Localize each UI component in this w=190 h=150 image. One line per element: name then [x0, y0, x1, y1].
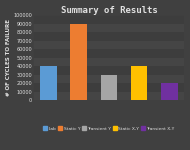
Title: Summary of Results: Summary of Results — [61, 6, 157, 15]
Bar — [70, 24, 87, 100]
Bar — [33, 32, 184, 41]
Bar — [33, 92, 184, 101]
Bar — [33, 58, 184, 66]
Bar — [101, 75, 117, 100]
Bar — [33, 49, 184, 58]
Bar — [33, 66, 184, 75]
Bar — [33, 41, 184, 49]
Bar — [40, 66, 57, 100]
Bar — [33, 75, 184, 83]
Bar — [33, 24, 184, 32]
Bar — [33, 15, 184, 24]
Bar — [161, 83, 178, 100]
Bar — [33, 83, 184, 92]
Y-axis label: # OF CYCLES TO FAILURE: # OF CYCLES TO FAILURE — [6, 19, 11, 96]
Bar — [131, 66, 147, 100]
Legend: Lab, Static Y, Transient Y, Static X,Y, Transient X,Y: Lab, Static Y, Transient Y, Static X,Y, … — [42, 124, 176, 132]
